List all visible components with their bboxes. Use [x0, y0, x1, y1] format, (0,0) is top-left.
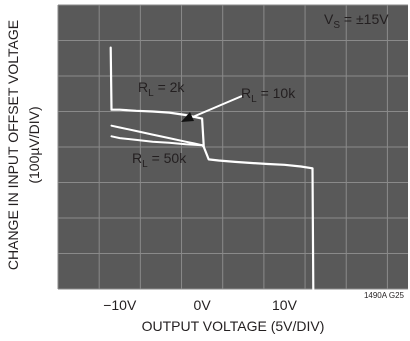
supply-condition-label: VS = ±15V: [324, 11, 389, 31]
x-tick-label-0: −10V: [103, 297, 137, 313]
series-label-value-0: = 2k: [154, 79, 186, 95]
figure-code: 1490A G25: [364, 291, 405, 300]
series-label-2: RL = 50k: [132, 150, 187, 170]
series-label-0: RL = 2k: [138, 79, 185, 99]
supply-condition-subscript: S: [333, 20, 340, 31]
axes-labels: CHANGE IN INPUT OFFSET VOLTAGE (100µV/DI…: [5, 20, 405, 334]
series-label-1: RL = 10k: [241, 85, 296, 105]
y-axis-unit-label: (100µV/DIV): [26, 106, 42, 183]
annotations: [181, 95, 243, 122]
series-label-value-2: = 50k: [148, 150, 188, 166]
series-line-1: [110, 124, 204, 147]
series-line-2: [110, 135, 205, 148]
series-label-prefix-2: R: [132, 150, 142, 166]
series-label-value-1: = 10k: [257, 85, 297, 101]
supply-condition-value: = ±15V: [340, 11, 389, 27]
series-label-prefix-0: R: [138, 79, 148, 95]
series-group: [109, 46, 315, 291]
series-label-subscript-1: L: [251, 94, 257, 105]
x-tick-label-2: 10V: [272, 297, 298, 313]
series-label-prefix-1: R: [241, 85, 251, 101]
series-line-0: [109, 46, 315, 291]
supply-condition-prefix: V: [324, 11, 334, 27]
x-tick-label-1: 0V: [194, 297, 212, 313]
rl-10k-arrowhead: [181, 112, 194, 122]
x-axis-label: OUTPUT VOLTAGE (5V/DIV): [142, 318, 325, 334]
series-label-subscript-2: L: [142, 159, 148, 170]
rl-10k-arrow-shaft: [187, 95, 243, 120]
x-tick-labels: −10V 0V 10V: [103, 297, 297, 313]
series-label-subscript-0: L: [148, 88, 154, 99]
grid-lines: [57, 4, 408, 290]
y-axis-label: CHANGE IN INPUT OFFSET VOLTAGE: [5, 20, 21, 270]
